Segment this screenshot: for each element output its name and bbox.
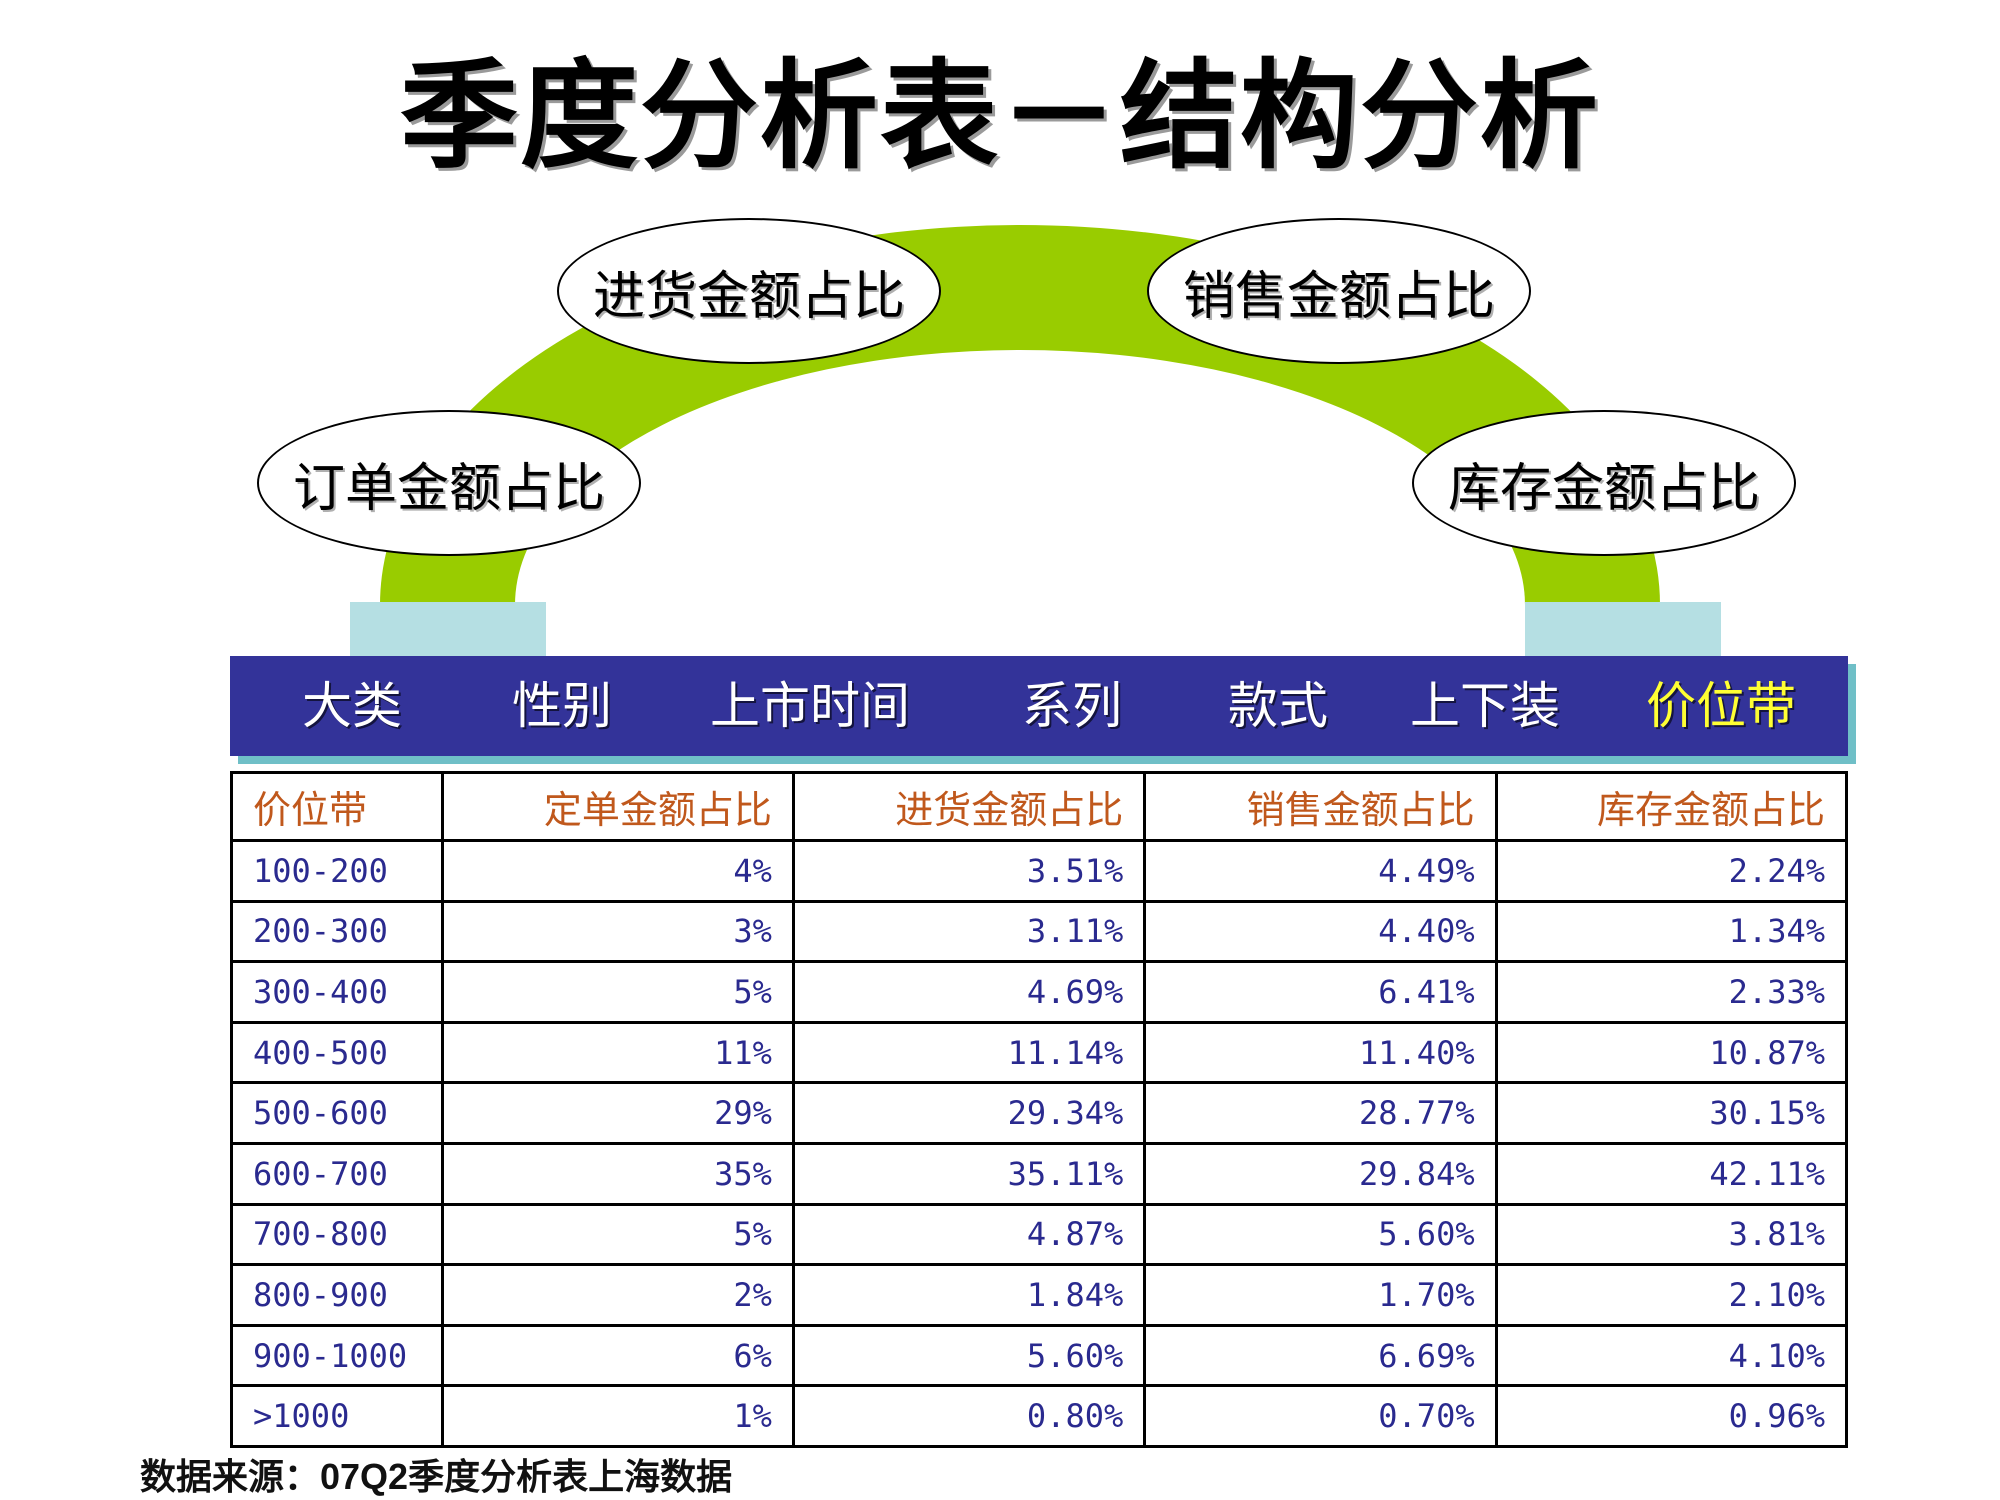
cell-purchase-ratio: 1.84%	[791, 1263, 1147, 1327]
dimension-series[interactable]: 系列	[1022, 677, 1122, 735]
header-inventory-ratio: 库存金额占比	[1494, 771, 1849, 842]
cell-price-band: 900-1000	[230, 1323, 444, 1388]
header-order-ratio: 定单金额占比	[440, 771, 795, 842]
purchase-ratio-label: 进货金额占比	[592, 266, 905, 327]
table-row: 900-1000 6% 5.60% 6.69% 4.10%	[230, 1323, 1849, 1388]
cell-purchase-ratio: 0.80%	[791, 1384, 1147, 1448]
cell-sales-ratio: 28.77%	[1143, 1081, 1498, 1145]
cell-price-band: >1000	[230, 1384, 444, 1448]
header-sales-ratio: 销售金额占比	[1143, 771, 1498, 842]
cell-price-band: 100-200	[230, 839, 444, 903]
cell-price-band: 300-400	[230, 960, 444, 1024]
dimension-category[interactable]: 大类	[302, 677, 402, 735]
order-ratio-oval: 订单金额占比	[257, 410, 641, 556]
cell-purchase-ratio: 3.11%	[791, 899, 1147, 964]
cell-sales-ratio: 29.84%	[1143, 1141, 1498, 1206]
table-row: 700-800 5% 4.87% 5.60% 3.81%	[230, 1202, 1849, 1267]
cell-inventory-ratio: 2.33%	[1494, 960, 1849, 1024]
cell-price-band: 500-600	[230, 1081, 444, 1145]
cell-inventory-ratio: 2.10%	[1494, 1263, 1849, 1327]
cell-inventory-ratio: 10.87%	[1494, 1020, 1849, 1085]
header-purchase-ratio: 进货金额占比	[791, 771, 1147, 842]
cell-order-ratio: 11%	[440, 1020, 795, 1085]
dimension-gender[interactable]: 性别	[512, 677, 612, 735]
dimension-price-band[interactable]: 价位带	[1646, 677, 1796, 735]
cell-inventory-ratio: 0.96%	[1494, 1384, 1849, 1448]
cell-purchase-ratio: 4.87%	[791, 1202, 1147, 1267]
dimension-style[interactable]: 款式	[1228, 677, 1328, 735]
cell-order-ratio: 2%	[440, 1263, 795, 1327]
inventory-ratio-label: 库存金额占比	[1447, 458, 1760, 519]
cell-price-band: 400-500	[230, 1020, 444, 1085]
cell-inventory-ratio: 30.15%	[1494, 1081, 1849, 1145]
cell-purchase-ratio: 11.14%	[791, 1020, 1147, 1085]
header-price-band: 价位带	[230, 771, 444, 842]
cell-purchase-ratio: 35.11%	[791, 1141, 1147, 1206]
cell-inventory-ratio: 1.34%	[1494, 899, 1849, 964]
table-header-row: 价位带 定单金额占比 进货金额占比 销售金额占比 库存金额占比	[230, 771, 1849, 842]
cell-order-ratio: 1%	[440, 1384, 795, 1448]
table-row: 100-200 4% 3.51% 4.49% 2.24%	[230, 839, 1849, 903]
table-row: 300-400 5% 4.69% 6.41% 2.33%	[230, 960, 1849, 1024]
table-row: 200-300 3% 3.11% 4.40% 1.34%	[230, 899, 1849, 964]
cell-price-band: 800-900	[230, 1263, 444, 1327]
table-row: 400-500 11% 11.14% 11.40% 10.87%	[230, 1020, 1849, 1085]
table-row: >1000 1% 0.80% 0.70% 0.96%	[230, 1384, 1849, 1448]
table-row: 600-700 35% 35.11% 29.84% 42.11%	[230, 1141, 1849, 1206]
cell-order-ratio: 5%	[440, 1202, 795, 1267]
cell-purchase-ratio: 29.34%	[791, 1081, 1147, 1145]
cell-order-ratio: 6%	[440, 1323, 795, 1388]
table-row: 500-600 29% 29.34% 28.77% 30.15%	[230, 1081, 1849, 1145]
dimension-launch-time[interactable]: 上市时间	[710, 677, 910, 735]
data-source-note: 数据来源：07Q2季度分析表上海数据	[140, 1456, 733, 1497]
table-row: 800-900 2% 1.84% 1.70% 2.10%	[230, 1263, 1849, 1327]
price-band-table: 价位带 定单金额占比 进货金额占比 销售金额占比 库存金额占比 100-200 4…	[230, 771, 1849, 1448]
cell-order-ratio: 29%	[440, 1081, 795, 1145]
cell-order-ratio: 3%	[440, 899, 795, 964]
cell-sales-ratio: 6.69%	[1143, 1323, 1498, 1388]
cell-price-band: 700-800	[230, 1202, 444, 1267]
dimension-bar: 大类 性别 上市时间 系列 款式 上下装 价位带	[230, 656, 1848, 756]
cell-price-band: 200-300	[230, 899, 444, 964]
cell-inventory-ratio: 3.81%	[1494, 1202, 1849, 1267]
sales-ratio-label: 销售金额占比	[1182, 266, 1495, 327]
cell-purchase-ratio: 5.60%	[791, 1323, 1147, 1388]
sales-ratio-oval: 销售金额占比	[1147, 218, 1531, 364]
cell-order-ratio: 5%	[440, 960, 795, 1024]
cell-sales-ratio: 4.49%	[1143, 839, 1498, 903]
cell-sales-ratio: 5.60%	[1143, 1202, 1498, 1267]
purchase-ratio-oval: 进货金额占比	[557, 218, 941, 364]
inventory-ratio-oval: 库存金额占比	[1412, 410, 1796, 556]
cell-order-ratio: 4%	[440, 839, 795, 903]
cell-sales-ratio: 1.70%	[1143, 1263, 1498, 1327]
cell-inventory-ratio: 2.24%	[1494, 839, 1849, 903]
cell-purchase-ratio: 4.69%	[791, 960, 1147, 1024]
cell-sales-ratio: 0.70%	[1143, 1384, 1498, 1448]
table-body: 100-200 4% 3.51% 4.49% 2.24% 200-300 3% 3.11% 4.…	[230, 839, 1849, 1448]
page-title: 季度分析表－结构分析	[399, 47, 1600, 185]
order-ratio-label: 订单金额占比	[292, 458, 605, 519]
cell-inventory-ratio: 42.11%	[1494, 1141, 1849, 1206]
cell-sales-ratio: 6.41%	[1143, 960, 1498, 1024]
arch-right-pillar	[1525, 602, 1721, 656]
arch-left-pillar	[350, 602, 546, 656]
cell-price-band: 600-700	[230, 1141, 444, 1206]
dimension-top-bottom[interactable]: 上下装	[1410, 677, 1560, 735]
cell-sales-ratio: 11.40%	[1143, 1020, 1498, 1085]
cell-purchase-ratio: 3.51%	[791, 839, 1147, 903]
cell-order-ratio: 35%	[440, 1141, 795, 1206]
cell-inventory-ratio: 4.10%	[1494, 1323, 1849, 1388]
cell-sales-ratio: 4.40%	[1143, 899, 1498, 964]
